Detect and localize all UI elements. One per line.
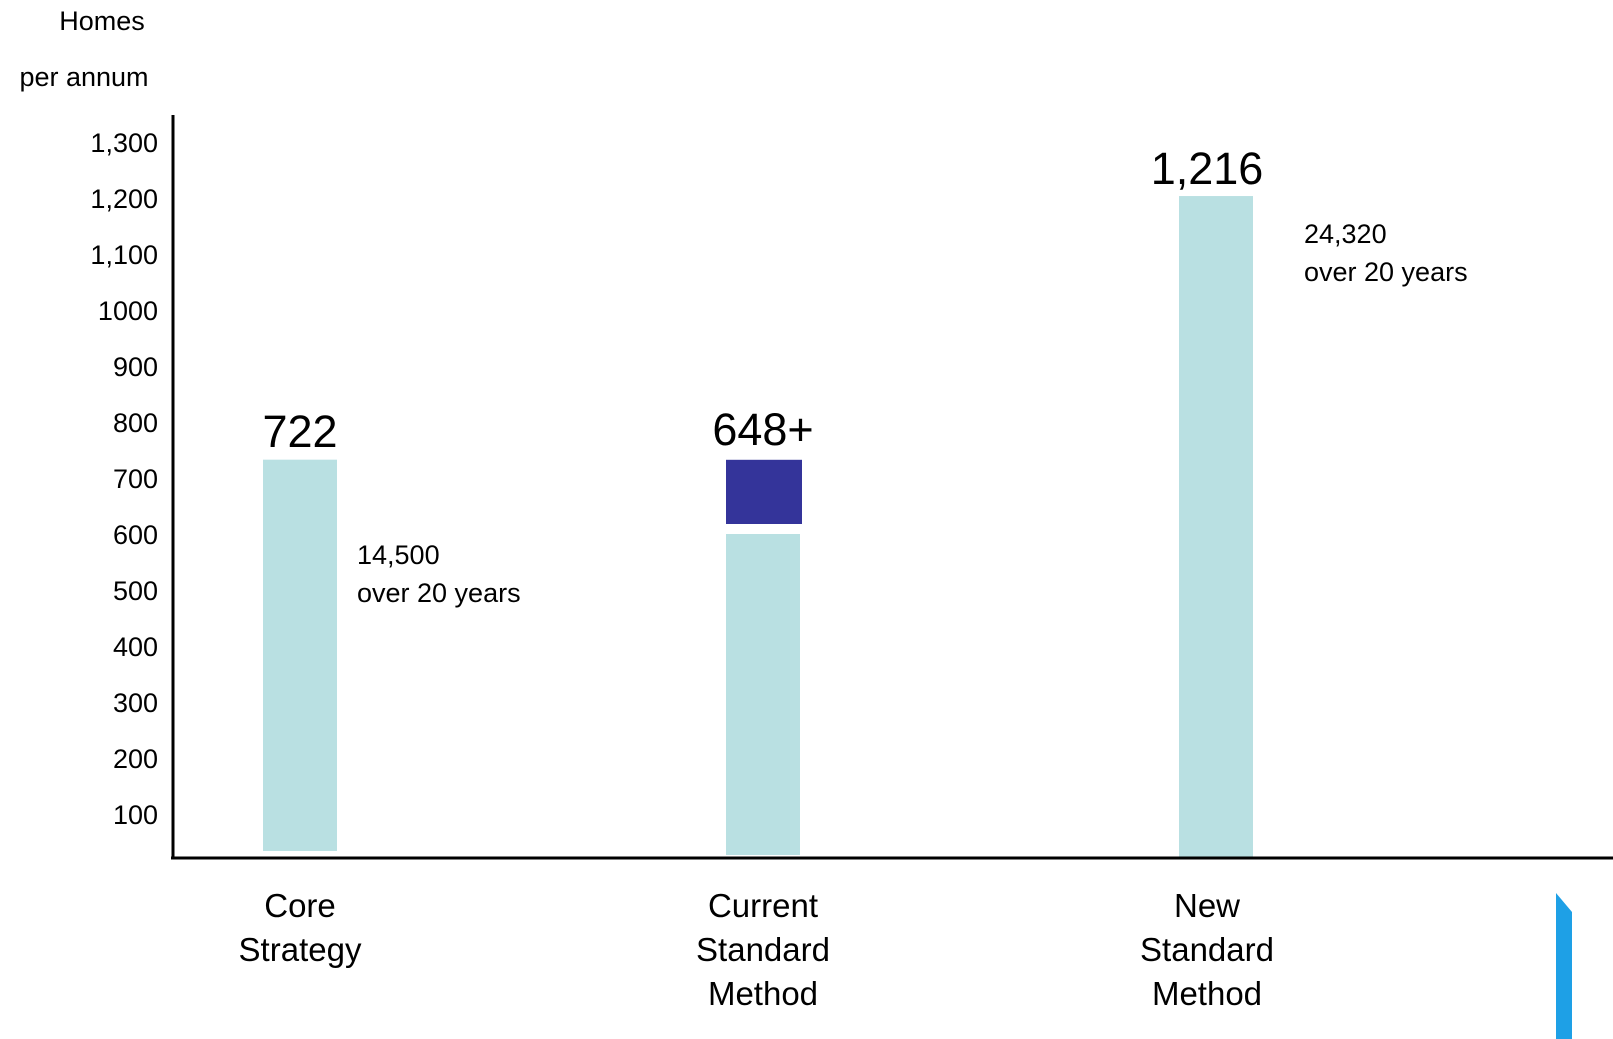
y-tick-label: 1,100 [90, 240, 158, 270]
annotations: 14,500 over 20 years 24,320 over 20 years [357, 219, 1468, 608]
y-axis-title-line: Homes [59, 6, 145, 36]
x-axis-categories: Core Strategy Current Standard Method New Stan… [239, 887, 1274, 1012]
bars [263, 196, 1253, 858]
data-labels: 722 648+ 1,216 [262, 143, 1263, 457]
category-label: Method [1152, 975, 1262, 1012]
y-axis-title-line: per annum [19, 62, 148, 92]
category-label: Strategy [239, 931, 362, 968]
y-axis-title: Homes per annum [19, 6, 148, 92]
bar-core [263, 459, 337, 851]
y-tick-label: 1,200 [90, 184, 158, 214]
data-label: 1,216 [1151, 143, 1264, 194]
y-tick-label: 1,300 [90, 128, 158, 158]
y-tick-label: 600 [113, 520, 158, 550]
annotation-text: 14,500 [357, 540, 440, 570]
category-label: Current [708, 887, 818, 924]
y-tick-label: 400 [113, 632, 158, 662]
y-tick-label: 900 [113, 352, 158, 382]
annotation-text: over 20 years [357, 578, 521, 608]
category-label: Method [708, 975, 818, 1012]
y-tick-label: 100 [113, 800, 158, 830]
y-tick-label: 500 [113, 576, 158, 606]
y-tick-label: 700 [113, 464, 158, 494]
annotation-text: over 20 years [1304, 257, 1468, 287]
corner-accent-shape [1556, 893, 1572, 1039]
bar-current-addition [726, 459, 802, 524]
y-tick-label: 1000 [98, 296, 158, 326]
data-label: 722 [262, 406, 337, 457]
y-axis-ticks: 100 200 300 400 500 600 700 800 900 1000 1,100 1,20… [90, 128, 158, 830]
bar-new [1179, 196, 1253, 858]
category-label: Standard [696, 931, 830, 968]
y-tick-label: 200 [113, 744, 158, 774]
data-label: 648+ [712, 404, 813, 455]
bar-current [726, 534, 800, 855]
axes [171, 115, 1613, 860]
y-tick-label: 800 [113, 408, 158, 438]
annotation-text: 24,320 [1304, 219, 1387, 249]
category-label: Core [264, 887, 336, 924]
category-label: Standard [1140, 931, 1274, 968]
category-label: New [1174, 887, 1240, 924]
y-tick-label: 300 [113, 688, 158, 718]
